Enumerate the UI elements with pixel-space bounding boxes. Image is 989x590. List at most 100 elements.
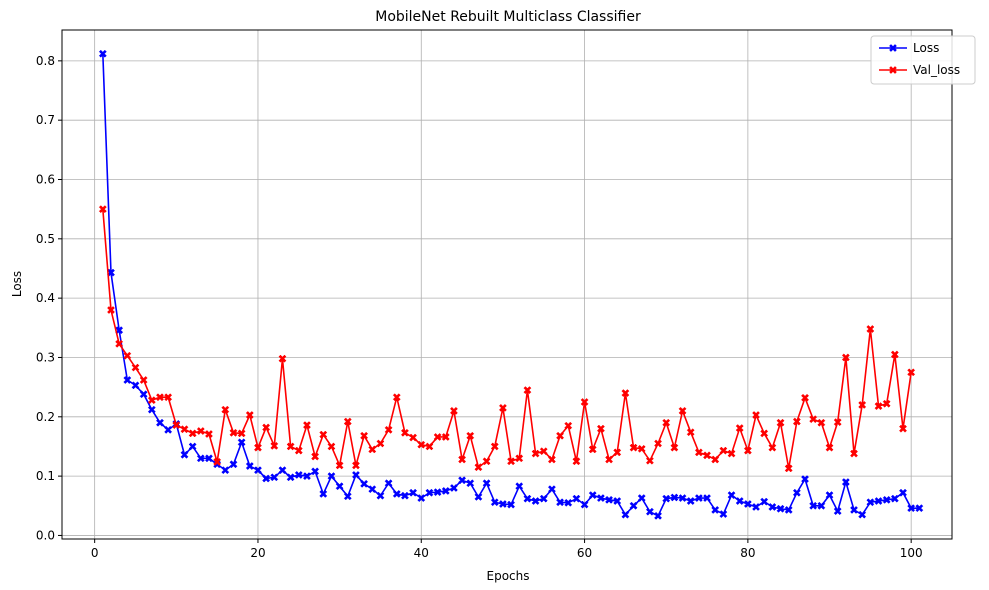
data-point: [156, 393, 164, 402]
data-point: [539, 494, 548, 503]
data-point: [196, 427, 205, 435]
data-point: [286, 473, 295, 482]
y-tick-label: 0.3: [36, 350, 55, 364]
data-point: [417, 440, 426, 449]
y-tick-label: 0.1: [36, 469, 55, 483]
data-point: [327, 442, 336, 451]
data-point: [833, 418, 842, 427]
data-point: [882, 495, 891, 504]
data-point: [539, 447, 548, 456]
data-point: [531, 449, 540, 458]
data-point: [531, 497, 540, 505]
data-point: [441, 433, 450, 441]
x-tick-label: 20: [250, 546, 265, 560]
data-point: [588, 491, 597, 500]
data-point: [417, 494, 426, 503]
data-point: [229, 460, 238, 469]
data-point: [147, 396, 156, 405]
data-point: [425, 442, 434, 451]
data-point: [645, 456, 654, 465]
data-point: [621, 510, 630, 519]
data-point: [735, 497, 744, 505]
data-point: [458, 476, 467, 485]
data-point: [254, 466, 262, 475]
data-point: [776, 418, 785, 427]
data-point: [139, 376, 148, 384]
data-point: [776, 504, 785, 513]
data-point: [915, 504, 924, 513]
data-point: [319, 489, 328, 498]
data-point: [760, 497, 769, 506]
y-tick-label: 0.0: [36, 528, 55, 542]
data-point: [351, 461, 360, 470]
data-point: [221, 466, 230, 475]
data-point: [254, 443, 262, 452]
data-point: [409, 433, 418, 442]
data-point: [449, 406, 458, 415]
data-point: [899, 488, 907, 497]
data-point: [262, 474, 271, 483]
data-point: [605, 455, 614, 464]
data-point: [801, 393, 809, 402]
data-point: [147, 405, 156, 414]
data-point: [449, 484, 458, 492]
data-point: [278, 354, 287, 363]
data-point: [507, 457, 516, 466]
data-point: [711, 455, 720, 464]
data-point: [180, 450, 189, 459]
data-point: [703, 451, 711, 460]
data-point: [335, 461, 344, 470]
data-point: [752, 411, 760, 419]
x-tick-label: 80: [740, 546, 755, 560]
data-point: [588, 445, 597, 454]
data-point: [188, 442, 197, 451]
data-point: [368, 485, 377, 494]
data-point: [694, 448, 703, 457]
data-point: [392, 393, 401, 402]
legend-label: Loss: [913, 41, 939, 55]
data-point: [245, 411, 254, 419]
data-point: [523, 386, 532, 395]
legend-entry: Loss: [879, 41, 939, 55]
data-point: [564, 498, 573, 507]
data-point: [98, 49, 107, 58]
data-point: [360, 431, 369, 440]
data-point: [294, 446, 303, 455]
data-point: [286, 442, 295, 451]
data-point: [441, 486, 450, 495]
data-point: [784, 505, 793, 514]
y-axis-label: Loss: [10, 271, 24, 297]
data-point: [482, 457, 491, 466]
data-point: [703, 494, 711, 503]
data-point: [188, 429, 197, 438]
data-point: [866, 498, 875, 507]
data-point: [400, 491, 409, 500]
data-point: [327, 472, 336, 481]
data-point: [515, 482, 524, 491]
data-point: [507, 500, 516, 509]
data-point: [572, 494, 581, 503]
data-point: [899, 424, 907, 433]
x-tick-label: 100: [900, 546, 923, 560]
data-point: [319, 430, 328, 439]
y-axis-ticks: 0.0 0.1 0.2 0.3 0.4 0.5 0.6 0.7 0.8: [36, 54, 62, 542]
data-point: [466, 479, 475, 488]
data-point: [490, 498, 499, 507]
data-point: [662, 494, 671, 503]
data-point: [890, 350, 899, 359]
data-point: [131, 381, 140, 390]
data-point: [164, 425, 173, 434]
legend-marker: [889, 44, 897, 52]
data-point: [792, 417, 801, 426]
data-point: [164, 393, 173, 402]
y-tick-label: 0.4: [36, 291, 55, 305]
data-point: [670, 443, 679, 452]
data-point: [490, 442, 499, 451]
data-point: [596, 424, 605, 433]
data-point: [850, 505, 858, 514]
data-point: [670, 493, 679, 502]
series-2: [98, 205, 916, 473]
data-point: [727, 491, 736, 500]
chart-title: MobileNet Rebuilt Multiclass Classifier: [375, 9, 641, 25]
data-point: [572, 457, 581, 466]
